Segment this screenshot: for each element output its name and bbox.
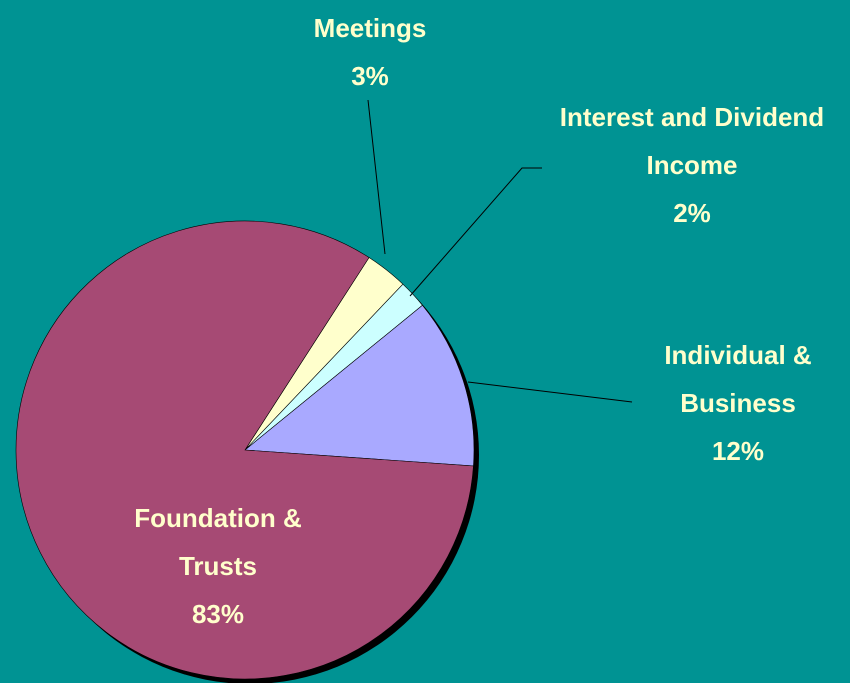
slice-label: Foundation & Trusts 83% (96, 494, 341, 638)
category-label: Meetings (313, 13, 427, 43)
value-label: 12% (711, 436, 765, 466)
value-label: 2% (673, 198, 711, 228)
value-label: 3% (351, 61, 389, 91)
pie-slice (244, 304, 475, 467)
leaders (367, 99, 633, 403)
leader-line (367, 99, 386, 255)
category-label: Foundation & Trusts (134, 503, 302, 581)
slice-label: Interest and Dividend Income 2% (547, 93, 837, 237)
slice-label: Meetings 3% (270, 4, 470, 100)
slice-label: Individual & Business 12% (627, 331, 849, 475)
pie-slice (15, 220, 474, 680)
leader-line (409, 167, 542, 297)
category-label: Individual & Business (664, 340, 812, 418)
value-label: 83% (191, 599, 245, 629)
leader-line (467, 381, 633, 403)
category-label: Interest and Dividend Income (559, 102, 825, 180)
slices (15, 220, 475, 680)
